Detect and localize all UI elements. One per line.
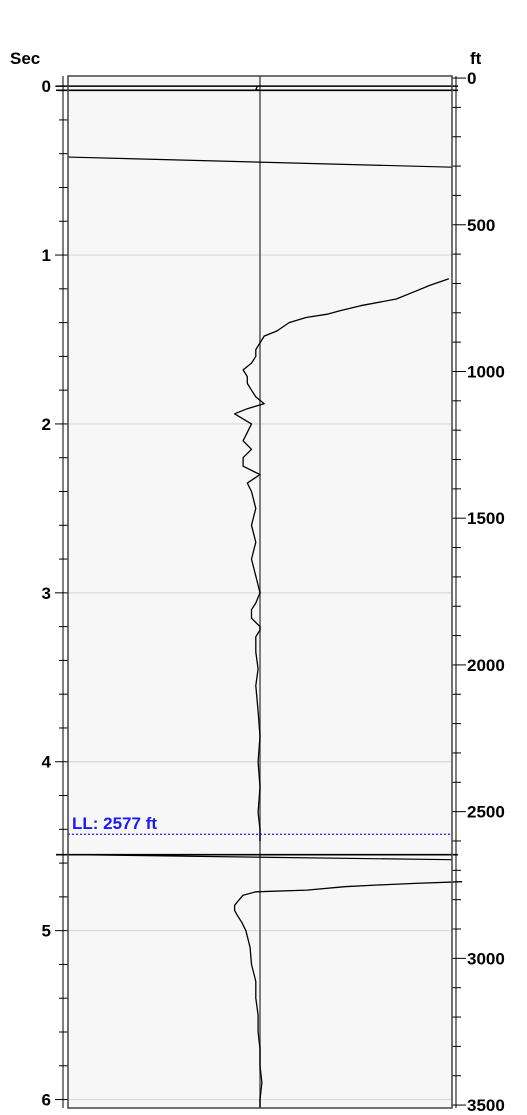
right-tick-label: 1500 [467, 509, 505, 528]
left-tick-label: 6 [42, 1091, 51, 1110]
left-axis: 0 1 2 3 4 5 6 [42, 76, 68, 1110]
right-tick-label: 500 [467, 216, 495, 235]
right-tick-label: 3000 [467, 949, 505, 968]
right-tick-label: 2000 [467, 656, 505, 675]
series-line [255, 85, 261, 92]
left-tick-label: 5 [42, 922, 51, 941]
left-axis-title: Sec [10, 49, 40, 68]
right-tick-label: 1000 [467, 362, 505, 381]
left-tick-label: 3 [42, 584, 51, 603]
left-tick-label: 1 [42, 246, 51, 265]
left-tick-label: 2 [42, 415, 51, 434]
right-tick-label: 0 [467, 69, 476, 88]
series-line [233, 881, 463, 1108]
right-axis: 0 500 1000 1500 2000 2500 3000 3500 [452, 69, 505, 1115]
sloped-reference-line [67, 156, 453, 168]
right-tick-label: 2500 [467, 803, 505, 822]
reference-lines [56, 85, 458, 861]
left-tick-label: 4 [42, 753, 52, 772]
left-tick-label: 0 [42, 77, 51, 96]
right-tick-label: 3500 [467, 1096, 505, 1115]
right-axis-title: ft [470, 49, 482, 68]
plot-frame [67, 75, 453, 1109]
data-traces [233, 85, 463, 1108]
series-line [233, 278, 450, 842]
marker-label: LL: 2577 ft [72, 814, 157, 833]
sloped-reference-line [67, 854, 453, 861]
